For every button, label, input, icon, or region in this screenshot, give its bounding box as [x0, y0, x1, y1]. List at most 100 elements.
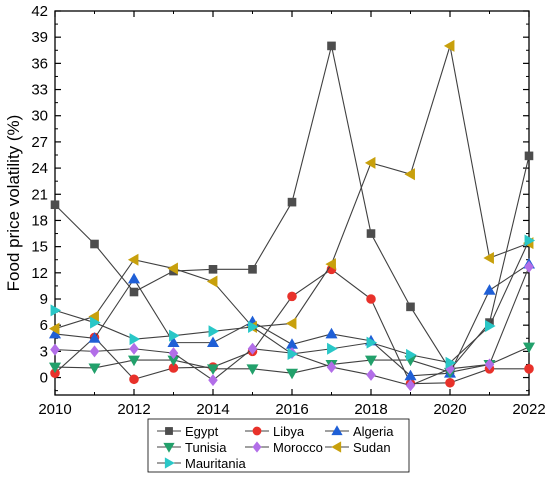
- data-point: [247, 342, 258, 355]
- data-point: [50, 304, 62, 317]
- data-point: [90, 316, 101, 329]
- data-point: [89, 345, 100, 358]
- legend: Egypt Libya Algeria Tunisia Morocco Sudan Maur…: [147, 418, 410, 473]
- y-axis-title: Food price volatility (%): [4, 115, 23, 292]
- data-point: [246, 364, 259, 375]
- data-point: [404, 168, 415, 181]
- data-point: [163, 442, 175, 453]
- data-point: [90, 239, 99, 249]
- legend-label: Tunisia: [185, 440, 227, 455]
- data-point: [325, 258, 336, 271]
- data-point: [287, 197, 297, 207]
- data-point: [445, 377, 455, 388]
- data-point: [287, 347, 299, 360]
- data-point: [364, 355, 378, 367]
- y-tick-label: 42: [31, 3, 48, 20]
- y-tick-label: 15: [31, 239, 48, 256]
- legend-item-sudan: Sudan: [325, 440, 391, 455]
- data-point: [366, 368, 376, 381]
- data-point: [129, 342, 139, 355]
- data-point: [50, 343, 60, 356]
- y-tick-label: 12: [31, 265, 48, 282]
- y-tick-label: 9: [40, 291, 48, 308]
- axes: 2010 2012 2014 2016 2018 2020 2022036912151821…: [4, 3, 546, 418]
- data-point: [127, 272, 141, 284]
- data-point: [524, 364, 534, 374]
- data-point: [484, 358, 495, 371]
- legend-label: Morocco: [273, 440, 323, 455]
- y-tick-label: 39: [31, 29, 48, 46]
- data-point: [206, 275, 218, 288]
- data-point: [169, 329, 180, 342]
- data-point: [168, 347, 179, 360]
- data-point: [206, 364, 220, 375]
- y-tick-label: 0: [40, 370, 48, 387]
- data-point: [483, 284, 496, 295]
- series-mauritania: [50, 234, 536, 369]
- data-point: [325, 327, 338, 339]
- legend-label: Libya: [273, 424, 305, 439]
- legend-label: Sudan: [353, 440, 391, 455]
- legend-item-algeria: Algeria: [325, 424, 394, 439]
- y-tick-label: 6: [40, 317, 48, 334]
- legend-box: [147, 418, 410, 473]
- data-point: [522, 342, 536, 354]
- y-tick-label: 3: [40, 343, 48, 360]
- x-tick-label: 2016: [275, 401, 308, 418]
- data-point: [406, 348, 417, 361]
- legend-item-tunisia: Tunisia: [157, 440, 227, 455]
- data-point: [327, 41, 336, 51]
- data-point: [165, 427, 173, 435]
- data-point: [206, 336, 220, 348]
- data-point: [129, 333, 141, 346]
- data-point: [485, 320, 496, 333]
- legend-item-libya: Libya: [245, 424, 305, 439]
- data-point: [285, 368, 299, 380]
- data-point: [366, 294, 376, 304]
- legend-item-morocco: Morocco: [245, 440, 323, 455]
- x-tick-label: 2012: [117, 401, 150, 418]
- data-point: [364, 156, 376, 169]
- y-tick-label: 27: [31, 134, 48, 151]
- data-point: [248, 320, 259, 333]
- legend-item-egypt: Egypt: [157, 424, 219, 439]
- y-tick-label: 30: [31, 108, 48, 125]
- y-tick-label: 36: [31, 55, 48, 72]
- data-point: [445, 356, 457, 369]
- data-point: [366, 229, 376, 238]
- data-point: [285, 317, 297, 330]
- data-point: [167, 262, 178, 275]
- series-layer: [48, 39, 536, 392]
- data-point: [443, 39, 455, 52]
- data-point: [248, 265, 257, 274]
- series-sudan: [48, 39, 534, 335]
- data-point: [331, 441, 342, 453]
- data-point: [208, 374, 218, 387]
- series-line: [54, 45, 530, 330]
- x-tick-label: 2018: [354, 401, 387, 418]
- data-point: [287, 291, 297, 302]
- legend-label: Mauritania: [185, 456, 246, 471]
- y-tick-label: 21: [31, 186, 48, 203]
- data-point: [406, 302, 415, 312]
- data-point: [208, 325, 220, 338]
- data-point: [48, 362, 62, 374]
- data-point: [129, 287, 139, 297]
- data-point: [252, 426, 262, 436]
- x-tick-label: 2020: [433, 401, 466, 418]
- data-point: [327, 342, 338, 355]
- x-tick-label: 2014: [196, 401, 229, 418]
- data-point: [48, 322, 60, 335]
- data-point: [88, 363, 101, 375]
- data-point: [208, 265, 218, 274]
- data-point: [127, 253, 139, 266]
- data-point: [483, 251, 494, 264]
- legend-label: Egypt: [185, 424, 219, 439]
- data-point: [164, 457, 175, 469]
- data-point: [524, 234, 536, 247]
- legend-item-mauritania: Mauritania: [157, 456, 246, 471]
- data-point: [127, 355, 141, 367]
- y-tick-label: 18: [31, 212, 48, 229]
- data-point: [129, 374, 139, 385]
